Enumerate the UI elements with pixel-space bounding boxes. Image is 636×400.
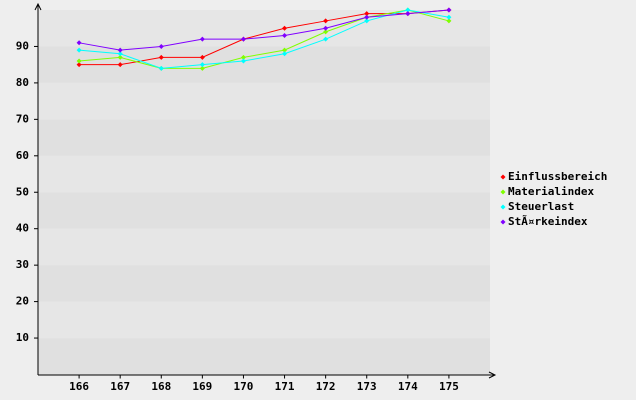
data-point [117,51,123,57]
data-point [76,58,82,64]
data-point [364,14,370,20]
data-point [158,43,164,49]
data-point [323,29,329,35]
data-point [282,51,288,57]
data-point [323,18,329,24]
legend-marker [500,204,506,210]
data-point [282,25,288,31]
legend-marker [500,174,506,180]
legend-marker [500,189,506,195]
plot-band [38,265,490,302]
y-tick-label: 30 [16,258,29,271]
data-point [199,65,205,71]
data-point [199,54,205,60]
data-point [117,62,123,68]
plot-band [38,155,490,193]
x-tick-label: 166 [69,380,89,393]
data-point [240,58,246,64]
plot-band [38,192,490,229]
y-tick-label: 80 [16,76,29,89]
data-point [240,54,246,60]
data-point [76,47,82,53]
data-point [158,65,164,71]
data-point [117,54,123,60]
y-tick-label: 20 [16,295,29,308]
plot-band [38,338,490,375]
x-tick-label: 170 [234,380,254,393]
data-point [158,54,164,60]
y-tick-label: 50 [16,185,29,198]
plot-band [38,10,490,47]
data-point [405,7,411,13]
data-point [364,18,370,24]
data-point [117,47,123,53]
data-point [364,11,370,17]
x-tick-label: 173 [357,380,377,393]
data-point [405,11,411,17]
x-tick-label: 174 [398,380,418,393]
data-point [323,36,329,42]
x-axis-arrow [488,371,497,379]
plot-band [38,119,490,156]
data-point [76,62,82,68]
plot-band [38,301,490,339]
series-line [79,9,449,51]
series-line [79,9,450,69]
legend-label: Einflussbereich [508,170,607,183]
data-point [282,47,288,53]
legend-label: Materialindex [508,185,594,198]
y-tick-label: 60 [16,149,29,162]
data-point [240,36,246,42]
x-tick-label: 169 [192,380,212,393]
x-tick-label: 175 [439,380,459,393]
data-point [199,62,205,68]
plot-band [38,228,490,266]
data-point [76,40,82,46]
data-point [446,14,452,20]
x-tick-label: 172 [316,380,336,393]
y-tick-label: 40 [16,222,29,235]
legend-label: Steuerlast [508,200,574,213]
y-tick-label: 90 [16,39,29,52]
y-tick-label: 70 [16,112,29,125]
data-point [323,25,329,31]
legend-label: StÃ¤rkeindex [508,215,588,228]
data-point [446,18,452,24]
x-tick-label: 171 [275,380,295,393]
x-tick-label: 168 [151,380,171,393]
y-axis-arrow [34,2,42,11]
data-point [446,7,452,13]
data-point [199,36,205,42]
data-point [282,33,288,39]
y-tick-label: 10 [16,331,29,344]
plot-band [38,82,490,120]
legend-marker [500,219,506,225]
x-tick-label: 167 [110,380,130,393]
